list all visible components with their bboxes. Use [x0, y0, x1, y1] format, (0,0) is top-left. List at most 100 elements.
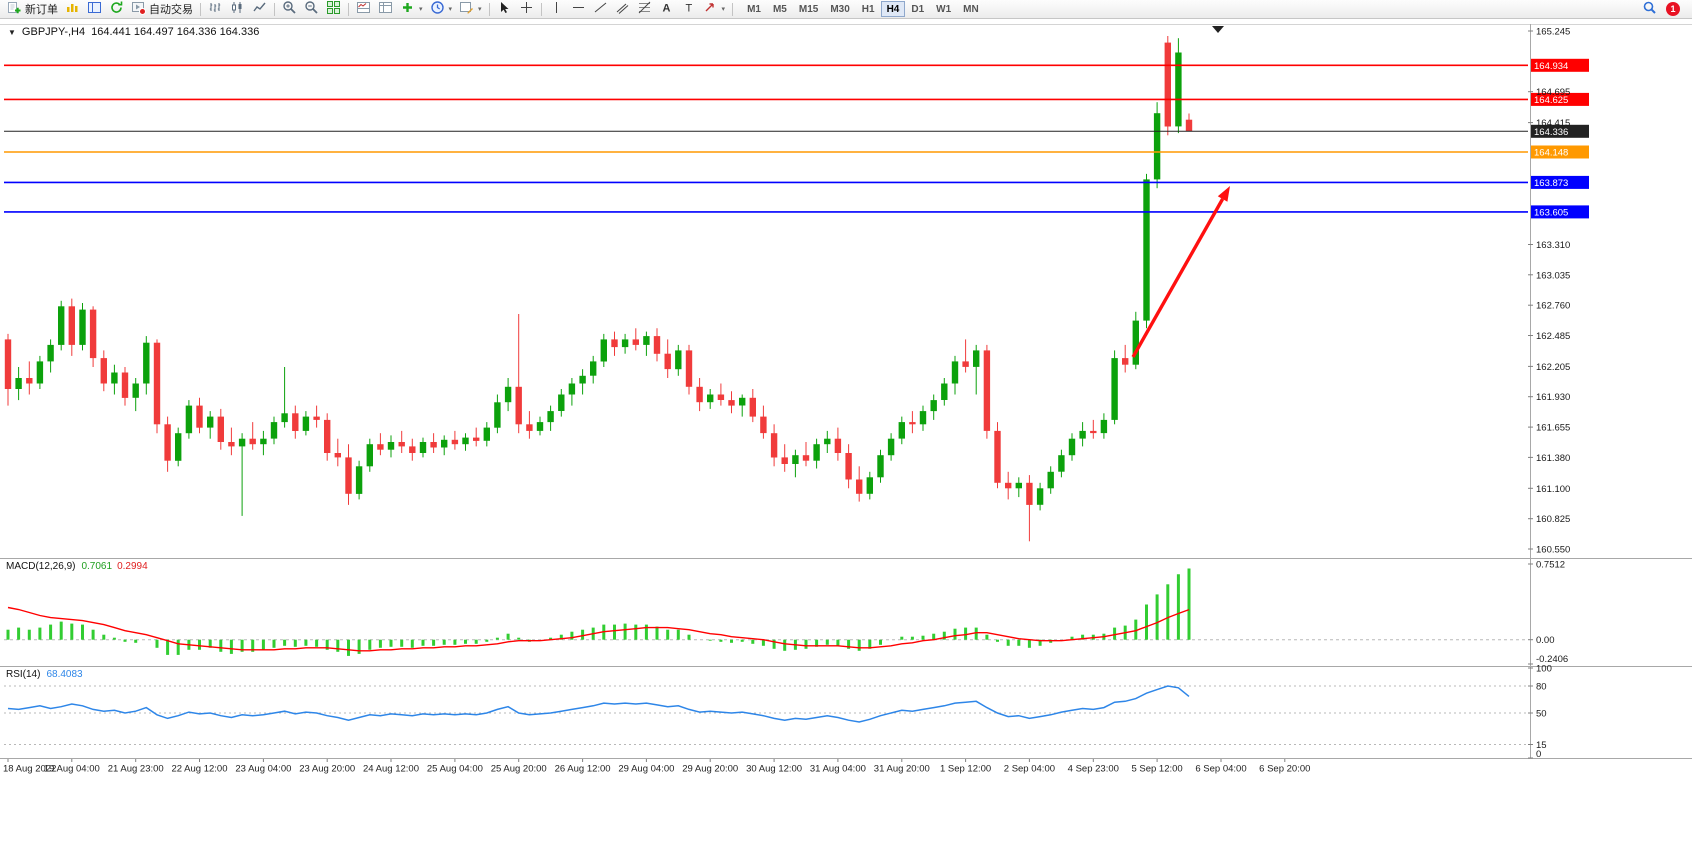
macd-name: MACD(12,26,9)	[6, 561, 76, 572]
bar-chart-mode-button[interactable]	[205, 1, 226, 18]
trendline-icon	[593, 0, 608, 18]
timeframe-mn-button[interactable]: MN	[957, 1, 985, 17]
timeframe-d1-button[interactable]: D1	[905, 1, 930, 17]
channel-tool-button[interactable]	[612, 1, 633, 18]
market-watch-button[interactable]	[62, 1, 83, 18]
navigator-button[interactable]	[84, 1, 105, 18]
new-order-button[interactable]: 新订单	[4, 1, 61, 18]
svg-text:29 Aug 04:00: 29 Aug 04:00	[618, 764, 674, 775]
new-order-label: 新订单	[25, 4, 58, 16]
trendline-tool-button[interactable]	[590, 1, 611, 18]
zoom-in-button[interactable]	[279, 1, 300, 18]
trend-arrow[interactable]	[1131, 186, 1230, 358]
zoom-out-button[interactable]	[301, 1, 322, 18]
price-axis: 165.245 164.695 164.415 163.310 163.035 162.7…	[1528, 27, 1570, 556]
vertical-line-tool-button[interactable]	[546, 1, 567, 18]
candles-layer	[4, 36, 1193, 542]
autotrade-icon	[131, 0, 146, 18]
horizontal-line-icon	[571, 0, 586, 18]
horizontal-line-tool-button[interactable]	[568, 1, 589, 18]
macd-signal-value: 0.2994	[117, 561, 148, 572]
svg-text:1 Sep 12:00: 1 Sep 12:00	[940, 764, 991, 775]
notification-badge[interactable]: 1	[1666, 2, 1680, 16]
timeframe-m15-button[interactable]: M15	[793, 1, 824, 17]
svg-text:100: 100	[1536, 664, 1552, 675]
tile-windows-button[interactable]	[323, 1, 344, 18]
svg-text:29 Aug 20:00: 29 Aug 20:00	[682, 764, 738, 775]
svg-text:164.625: 164.625	[1534, 95, 1568, 106]
timeframe-m1-button[interactable]: M1	[741, 1, 767, 17]
svg-text:162.205: 162.205	[1536, 362, 1570, 373]
svg-text:164.415: 164.415	[1536, 118, 1570, 129]
candlestick-mode-button[interactable]	[227, 1, 248, 18]
macd-indicator-label: MACD(12,26,9) 0.7061 0.2994	[6, 561, 148, 572]
zoom-in-icon	[282, 0, 297, 18]
crosshair-icon	[519, 0, 534, 18]
line-chart-icon	[252, 0, 267, 18]
periods-button[interactable]: ▾	[427, 1, 456, 18]
svg-text:6 Sep 20:00: 6 Sep 20:00	[1259, 764, 1310, 775]
indicators-window-button[interactable]	[353, 1, 374, 18]
svg-text:164.934: 164.934	[1534, 61, 1568, 72]
chart-plot-area[interactable]	[4, 25, 1528, 558]
text-tool-icon: A	[659, 0, 674, 18]
data-window-icon	[378, 0, 393, 18]
arrows-tool-button[interactable]: ▾	[700, 1, 729, 18]
timeframe-m30-button[interactable]: M30	[824, 1, 855, 17]
cursor-tool-button[interactable]	[494, 1, 515, 18]
svg-text:163.310: 163.310	[1536, 240, 1570, 251]
market-watch-icon	[65, 0, 80, 18]
svg-text:22 Aug 12:00: 22 Aug 12:00	[172, 764, 228, 775]
svg-text:31 Aug 04:00: 31 Aug 04:00	[810, 764, 866, 775]
rsi-value: 68.4083	[46, 669, 83, 680]
chart-shift-marker[interactable]	[1212, 26, 1224, 33]
text-label-tool-button[interactable]: T	[678, 1, 699, 18]
timeframe-w1-button[interactable]: W1	[930, 1, 957, 17]
timeframe-h1-button[interactable]: H1	[856, 1, 881, 17]
add-indicator-icon	[400, 0, 415, 18]
new-order-icon	[7, 0, 22, 18]
macd-panel: 0.7512 0.00 -0.2406	[4, 560, 1568, 665]
dropdown-caret-icon: ▾	[478, 6, 482, 13]
line-chart-mode-button[interactable]	[249, 1, 270, 18]
add-indicator-button[interactable]: ▾	[397, 1, 426, 18]
svg-text:24 Aug 12:00: 24 Aug 12:00	[363, 764, 419, 775]
fibonacci-icon	[637, 0, 652, 18]
toolbar-separator	[274, 2, 275, 16]
text-label-icon: T	[681, 0, 696, 18]
svg-text:15: 15	[1536, 740, 1547, 751]
fibonacci-tool-button[interactable]	[634, 1, 655, 18]
svg-text:30 Aug 12:00: 30 Aug 12:00	[746, 764, 802, 775]
svg-text:163.873: 163.873	[1534, 178, 1568, 189]
search-button[interactable]	[1639, 1, 1660, 18]
templates-button[interactable]: ▾	[456, 1, 485, 18]
svg-text:21 Aug 23:00: 21 Aug 23:00	[108, 764, 164, 775]
chart-ohlc-values: 164.441 164.497 164.336 164.336	[91, 26, 260, 38]
crosshair-tool-button[interactable]	[516, 1, 537, 18]
indicators-window-icon	[356, 0, 371, 18]
svg-text:163.035: 163.035	[1536, 270, 1570, 281]
timeframe-h4-button[interactable]: H4	[880, 1, 906, 17]
autotrade-button[interactable]: 自动交易	[128, 1, 196, 18]
dropdown-caret-icon: ▾	[448, 6, 453, 13]
svg-text:23 Aug 20:00: 23 Aug 20:00	[299, 764, 355, 775]
refresh-button[interactable]	[106, 1, 127, 18]
text-tool-button[interactable]: A	[656, 1, 677, 18]
data-window-button[interactable]	[375, 1, 396, 18]
svg-text:0.00: 0.00	[1536, 635, 1555, 646]
zoom-out-icon	[304, 0, 319, 18]
timeframe-m5-button[interactable]: M5	[767, 1, 793, 17]
svg-text:19 Aug 04:00: 19 Aug 04:00	[44, 764, 100, 775]
periods-clock-icon	[430, 0, 445, 18]
bar-chart-icon	[208, 0, 223, 18]
svg-text:A: A	[662, 3, 670, 15]
svg-text:161.930: 161.930	[1536, 392, 1570, 403]
one-click-trading-collapse-icon[interactable]: ▼	[8, 27, 16, 37]
toolbar-separator	[488, 2, 490, 16]
toolbar-separator	[540, 2, 542, 16]
svg-text:160.550: 160.550	[1536, 545, 1570, 556]
macd-main-value: 0.7061	[81, 561, 113, 572]
